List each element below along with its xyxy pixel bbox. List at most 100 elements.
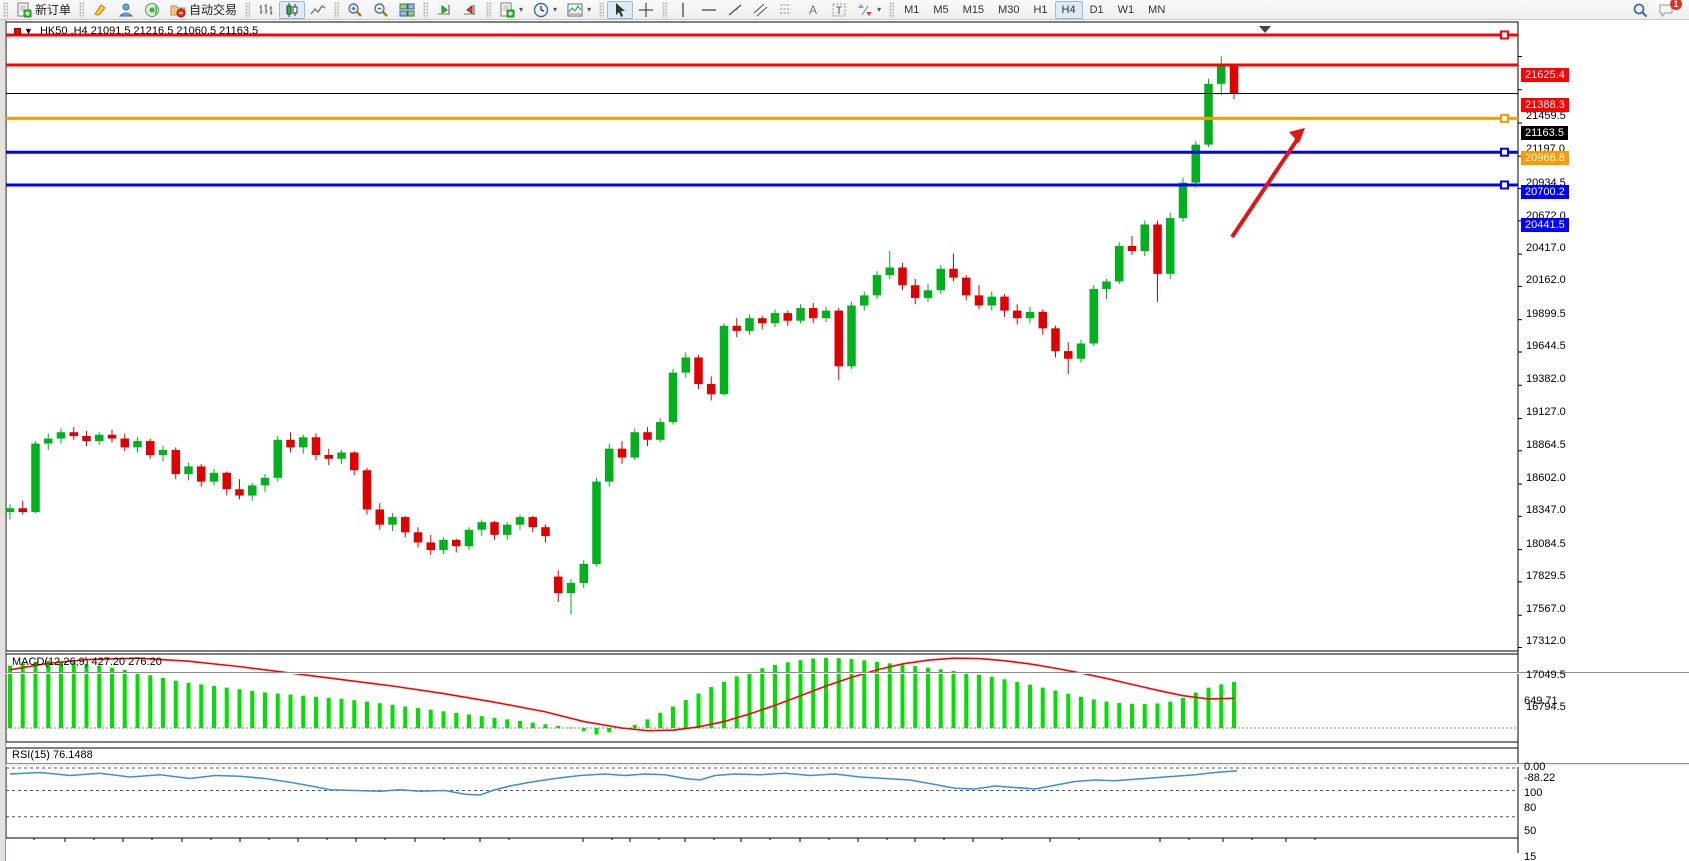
dropdown-caret-icon[interactable]: ▾ (877, 5, 882, 14)
dropdown-caret-icon[interactable]: ▾ (519, 5, 524, 14)
candle-body[interactable] (974, 295, 984, 306)
candle-body[interactable] (656, 422, 665, 440)
candle-body[interactable] (1076, 343, 1086, 359)
candle-body[interactable] (44, 438, 53, 444)
candle-body[interactable] (1115, 245, 1124, 282)
autoscroll-button[interactable] (431, 1, 457, 19)
candle-body[interactable] (362, 470, 372, 510)
candle-body[interactable] (949, 268, 958, 278)
panel-splitter[interactable] (0, 672, 1689, 674)
candle-body[interactable] (745, 318, 754, 331)
candle-body[interactable] (1191, 144, 1201, 183)
vertical-line-button[interactable] (670, 1, 696, 19)
candle-body[interactable] (82, 436, 91, 442)
periods-button[interactable]: ▾ (528, 1, 562, 19)
candle-body[interactable] (401, 517, 410, 533)
candle-body[interactable] (821, 310, 831, 319)
candle-body[interactable] (171, 449, 181, 475)
candle-body[interactable] (707, 384, 716, 395)
fibonacci-button[interactable] (774, 1, 800, 19)
candle-body[interactable] (477, 522, 487, 530)
candle-body[interactable] (1204, 83, 1213, 145)
level-handle[interactable] (1500, 180, 1509, 190)
community-button[interactable] (113, 1, 139, 19)
candle-body[interactable] (617, 448, 627, 458)
candle-body[interactable] (490, 522, 499, 535)
trend-arrow-annotation[interactable] (1230, 135, 1301, 239)
text-button[interactable]: A (800, 1, 826, 19)
candle-body[interactable] (936, 268, 946, 291)
line-handle-left[interactable] (14, 27, 21, 35)
candle-body[interactable] (235, 489, 244, 496)
main-panel-bg[interactable] (6, 22, 1518, 651)
candle-body[interactable] (120, 438, 130, 448)
timeframe-h4-button[interactable]: H4 (1054, 0, 1083, 19)
arrows-button[interactable]: ▾ (852, 1, 886, 19)
timeframe-m15-button[interactable]: M15 (962, 3, 985, 16)
candle-body[interactable] (643, 432, 652, 440)
candle-body[interactable] (452, 539, 461, 547)
candle-body[interactable] (56, 432, 66, 439)
level-handle[interactable] (1500, 147, 1509, 157)
candle-body[interactable] (18, 508, 28, 513)
level-handle[interactable] (1500, 113, 1509, 123)
candle-body[interactable] (541, 527, 550, 537)
candle-body[interactable] (413, 532, 423, 543)
chart-window[interactable]: ▼ HK50 ,H4 21091.5 21216.5 21060.5 21163… (0, 20, 1689, 861)
candle-body[interactable] (554, 576, 563, 594)
timeframe-m30-button[interactable]: M30 (998, 3, 1020, 16)
candle-body[interactable] (783, 313, 793, 321)
candle-body[interactable] (1064, 351, 1073, 359)
text-label-button[interactable]: T (826, 1, 852, 19)
candle-body[interactable] (158, 449, 168, 456)
candle-body[interactable] (592, 481, 601, 564)
bar-chart-button[interactable] (253, 1, 279, 19)
candle-body[interactable] (1102, 281, 1111, 290)
candle-body[interactable] (860, 295, 869, 306)
timeframe-h1-button[interactable]: H1 (1033, 3, 1048, 16)
candle-body[interactable] (439, 539, 448, 551)
candle-body[interactable] (184, 466, 193, 475)
candle-body[interactable] (133, 441, 142, 448)
candle-body[interactable] (962, 277, 971, 296)
candle-body[interactable] (197, 466, 206, 482)
tile-windows-button[interactable] (394, 1, 420, 19)
candle-body[interactable] (464, 529, 474, 547)
candlestick-chart-button[interactable] (279, 0, 306, 19)
candle-body[interactable] (1127, 245, 1137, 252)
candle-body[interactable] (796, 308, 805, 321)
candle-body[interactable] (5, 508, 15, 513)
candle-body[interactable] (1000, 296, 1009, 311)
candle-body[interactable] (375, 509, 385, 525)
candle-body[interactable] (630, 432, 640, 458)
candle-body[interactable] (681, 357, 691, 373)
crosshair-button[interactable] (633, 1, 659, 19)
candle-body[interactable] (286, 439, 295, 448)
candle-body[interactable] (1025, 311, 1035, 319)
trendline-button[interactable] (722, 1, 748, 19)
zoom-out-button[interactable] (368, 1, 394, 19)
equidistant-channel-button[interactable] (748, 1, 774, 19)
candle-body[interactable] (1217, 64, 1226, 84)
timeframe-mn-button[interactable]: MN (1148, 3, 1166, 16)
candle-body[interactable] (1089, 289, 1099, 344)
timeframe-w1-button[interactable]: W1 (1117, 3, 1135, 16)
candle-body[interactable] (1140, 224, 1150, 252)
timeframe-m1-button[interactable]: M1 (904, 3, 920, 16)
candle-body[interactable] (885, 267, 895, 276)
chart-shift-marker-icon[interactable] (1259, 26, 1271, 33)
rsi-panel-bg[interactable] (6, 748, 1518, 838)
indicators-button[interactable]: ▾ (494, 1, 528, 19)
candle-body[interactable] (719, 325, 729, 395)
templates-button[interactable]: ▾ (562, 1, 596, 19)
candle-body[interactable] (872, 275, 882, 296)
candle-body[interactable] (311, 437, 321, 456)
new-order-button[interactable]: 新订单 (11, 1, 76, 19)
candle-body[interactable] (898, 267, 907, 286)
candle-body[interactable] (987, 296, 997, 306)
candle-body[interactable] (566, 582, 576, 594)
candle-body[interactable] (503, 524, 512, 535)
candle-body[interactable] (770, 313, 780, 324)
candle-body[interactable] (758, 318, 767, 324)
candle-body[interactable] (694, 357, 703, 385)
